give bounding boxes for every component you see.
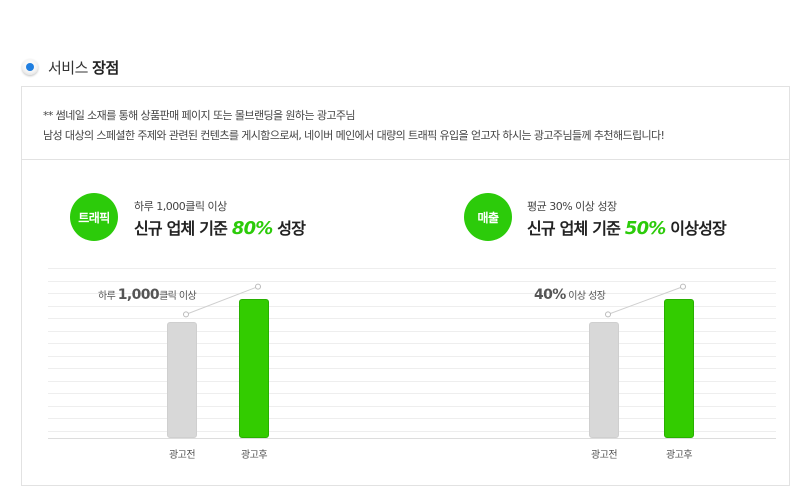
traffic-headline-pct: 80% bbox=[231, 218, 273, 239]
section-title: 서비스 장점 bbox=[48, 57, 119, 78]
traffic-bar-after bbox=[239, 298, 269, 438]
bullet-icon bbox=[22, 59, 38, 75]
gridline bbox=[48, 430, 776, 432]
sales-badge: 매출 bbox=[464, 193, 512, 241]
gridline bbox=[48, 368, 776, 369]
advantages-panel: ** 썸네일 소재를 통해 상품판매 페이지 또는 몰브랜딩을 원하는 광고주님… bbox=[21, 86, 790, 486]
chart-baseline bbox=[48, 438, 776, 439]
notice-line-1: ** 썸네일 소재를 통해 상품판매 페이지 또는 몰브랜딩을 원하는 광고주님 bbox=[43, 109, 356, 122]
traffic-callout-small: 클릭 이상 bbox=[159, 291, 197, 302]
connector-dot bbox=[183, 311, 189, 318]
traffic-bar-before bbox=[167, 322, 197, 438]
sales-headline-pct: 50% bbox=[624, 218, 666, 239]
gridline bbox=[48, 305, 776, 307]
sales-callout-big: 40% bbox=[534, 287, 566, 303]
traffic-badge: 트래픽 bbox=[70, 193, 118, 241]
gridline bbox=[48, 393, 776, 394]
sales-bar-after bbox=[664, 298, 694, 438]
traffic-subtitle: 하루 1,000클릭 이상 bbox=[134, 200, 227, 213]
sales-headline-pre: 신규 업체 기준 bbox=[527, 219, 625, 238]
connector-dot bbox=[255, 283, 261, 290]
growth-charts: 광고전 광고후 광고전 광고후 bbox=[48, 268, 776, 461]
gridline bbox=[48, 268, 776, 269]
connector-line bbox=[607, 286, 684, 315]
notice-text: ** 썸네일 소재를 통해 상품판매 페이지 또는 몰브랜딩을 원하는 광고주님… bbox=[22, 87, 789, 160]
traffic-callout: 하루 1,000클릭 이상 bbox=[98, 284, 197, 303]
traffic-callout-big: 1,000 bbox=[117, 287, 160, 303]
traffic-headline: 신규 업체 기준 80% 성장 bbox=[134, 215, 306, 239]
gridline bbox=[48, 380, 776, 382]
notice-line-2: 남성 대상의 스페셜한 주제와 관련된 컨텐츠를 게시함으로써, 네이버 메인에… bbox=[43, 129, 665, 142]
section-title-prefix: 서비스 bbox=[48, 58, 93, 77]
gridline bbox=[48, 318, 776, 319]
sales-xlabel-before: 광고전 bbox=[590, 450, 618, 461]
sales-callout-small: 이상 성장 bbox=[565, 291, 606, 302]
gridline bbox=[48, 355, 776, 357]
sales-subtitle: 평균 30% 이상 성장 bbox=[527, 200, 617, 213]
sales-callout: 40% 이상 성장 bbox=[534, 284, 606, 303]
gridline bbox=[48, 343, 776, 344]
sales-headline: 신규 업체 기준 50% 이상성장 bbox=[527, 215, 727, 239]
connector-line bbox=[185, 286, 259, 315]
section-header: 서비스 장점 bbox=[22, 55, 119, 79]
gridline bbox=[48, 405, 776, 407]
traffic-callout-prefix: 하루 bbox=[98, 291, 118, 302]
section-title-strong: 장점 bbox=[92, 58, 119, 77]
gridline bbox=[48, 293, 776, 294]
traffic-xlabel-before: 광고전 bbox=[168, 450, 196, 461]
traffic-headline-pre: 신규 업체 기준 bbox=[134, 219, 232, 238]
connector-dot bbox=[680, 283, 686, 290]
sales-xlabel-after: 광고후 bbox=[665, 450, 693, 461]
traffic-xlabel-after: 광고후 bbox=[240, 450, 268, 461]
gridline bbox=[48, 280, 776, 282]
gridline bbox=[48, 330, 776, 332]
sales-headline-post: 이상성장 bbox=[665, 219, 726, 238]
traffic-headline-post: 성장 bbox=[272, 219, 306, 238]
connector-dot bbox=[605, 311, 611, 318]
gridline bbox=[48, 418, 776, 419]
sales-bar-before bbox=[589, 322, 619, 438]
